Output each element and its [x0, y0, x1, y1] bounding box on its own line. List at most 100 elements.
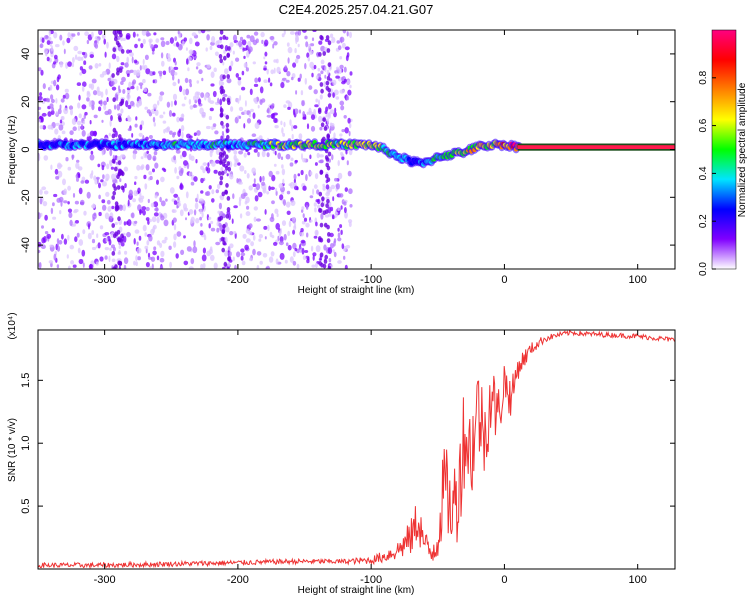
- noise-speck: [156, 255, 160, 261]
- noise-streak-dot: [217, 171, 222, 176]
- noise-speck: [266, 68, 269, 75]
- noise-speck: [234, 116, 239, 124]
- noise-streak-dot: [222, 97, 226, 102]
- noise-speck: [289, 181, 295, 189]
- noise-speck: [234, 264, 237, 269]
- noise-speck: [50, 98, 55, 104]
- noise-speck: [269, 36, 275, 40]
- noise-streak-dot: [326, 75, 331, 81]
- noise-speck: [329, 128, 332, 134]
- noise-speck: [237, 77, 242, 81]
- noise-speck: [293, 125, 298, 129]
- noise-speck: [266, 191, 270, 195]
- noise-speck: [106, 97, 109, 102]
- noise-streak-dot: [223, 158, 227, 164]
- noise-speck: [253, 178, 256, 184]
- noise-speck: [177, 130, 181, 138]
- noise-speck: [204, 95, 207, 101]
- noise-speck: [49, 244, 54, 248]
- noise-speck: [143, 174, 147, 180]
- noise-speck: [206, 64, 211, 69]
- noise-speck: [104, 232, 110, 236]
- noise-speck: [38, 111, 41, 116]
- noise-speck: [169, 130, 173, 135]
- noise-speck: [136, 85, 139, 91]
- noise-speck: [296, 54, 301, 60]
- noise-speck: [312, 188, 315, 195]
- noise-speck: [287, 230, 291, 237]
- noise-speck: [222, 61, 225, 66]
- noise-speck: [102, 181, 107, 187]
- noise-speck: [74, 236, 78, 243]
- noise-speck: [160, 52, 164, 59]
- noise-speck: [270, 186, 275, 190]
- noise-speck: [333, 132, 336, 138]
- noise-speck: [217, 97, 220, 104]
- noise-speck: [160, 37, 165, 41]
- noise-speck: [187, 67, 190, 72]
- noise-speck: [273, 41, 278, 46]
- noise-speck: [134, 181, 137, 185]
- noise-speck: [349, 122, 352, 129]
- noise-speck: [254, 122, 260, 129]
- noise-speck: [134, 229, 140, 234]
- noise-speck: [305, 41, 309, 48]
- noise-speck: [152, 168, 155, 173]
- noise-speck: [169, 187, 175, 194]
- noise-speck: [200, 30, 206, 34]
- noise-streak-dot: [227, 256, 231, 262]
- noise-speck: [239, 36, 244, 42]
- noise-speck: [80, 180, 85, 184]
- noise-speck: [188, 98, 192, 105]
- noise-speck: [98, 194, 101, 200]
- noise-speck: [292, 62, 297, 68]
- noise-streak-dot: [318, 191, 323, 197]
- noise-speck: [119, 178, 122, 183]
- noise-speck: [105, 237, 108, 243]
- noise-speck: [245, 238, 251, 243]
- noise-speck: [173, 66, 179, 70]
- noise-speck: [232, 256, 235, 262]
- noise-streak-dot: [119, 32, 123, 38]
- noise-speck: [315, 75, 319, 80]
- noise-streak-dot: [324, 155, 329, 160]
- noise-speck: [127, 116, 132, 122]
- noise-speck: [261, 181, 266, 186]
- noise-speck: [179, 182, 183, 189]
- noise-speck: [253, 31, 259, 36]
- noise-speck: [86, 97, 90, 102]
- noise-speck: [141, 30, 147, 36]
- noise-speck: [181, 150, 187, 158]
- noise-speck: [275, 58, 279, 64]
- noise-speck: [333, 89, 339, 96]
- noise-speck: [264, 61, 268, 65]
- noise-speck: [111, 86, 117, 91]
- noise-speck: [323, 244, 327, 251]
- noise-speck: [232, 193, 235, 200]
- noise-speck: [176, 175, 180, 180]
- noise-speck: [208, 115, 212, 121]
- noise-speck: [98, 182, 101, 189]
- noise-speck: [211, 125, 214, 131]
- noise-speck: [105, 173, 110, 181]
- noise-speck: [197, 98, 202, 105]
- noise-streak-dot: [112, 266, 116, 269]
- noise-speck: [94, 130, 97, 137]
- colorbar-scale: [711, 29, 737, 270]
- noise-speck: [290, 157, 294, 162]
- noise-speck: [78, 113, 82, 119]
- noise-speck: [213, 169, 218, 174]
- noise-speck: [142, 224, 147, 232]
- noise-speck: [228, 213, 232, 221]
- noise-speck: [123, 257, 129, 265]
- noise-speck: [233, 231, 237, 235]
- noise-speck: [211, 198, 215, 203]
- noise-speck: [101, 34, 106, 39]
- noise-speck: [164, 236, 168, 241]
- noise-speck: [153, 32, 157, 36]
- noise-speck: [292, 260, 297, 266]
- noise-speck: [111, 205, 115, 210]
- noise-speck: [301, 220, 306, 225]
- noise-speck: [111, 53, 117, 60]
- noise-streak-dot: [112, 233, 117, 239]
